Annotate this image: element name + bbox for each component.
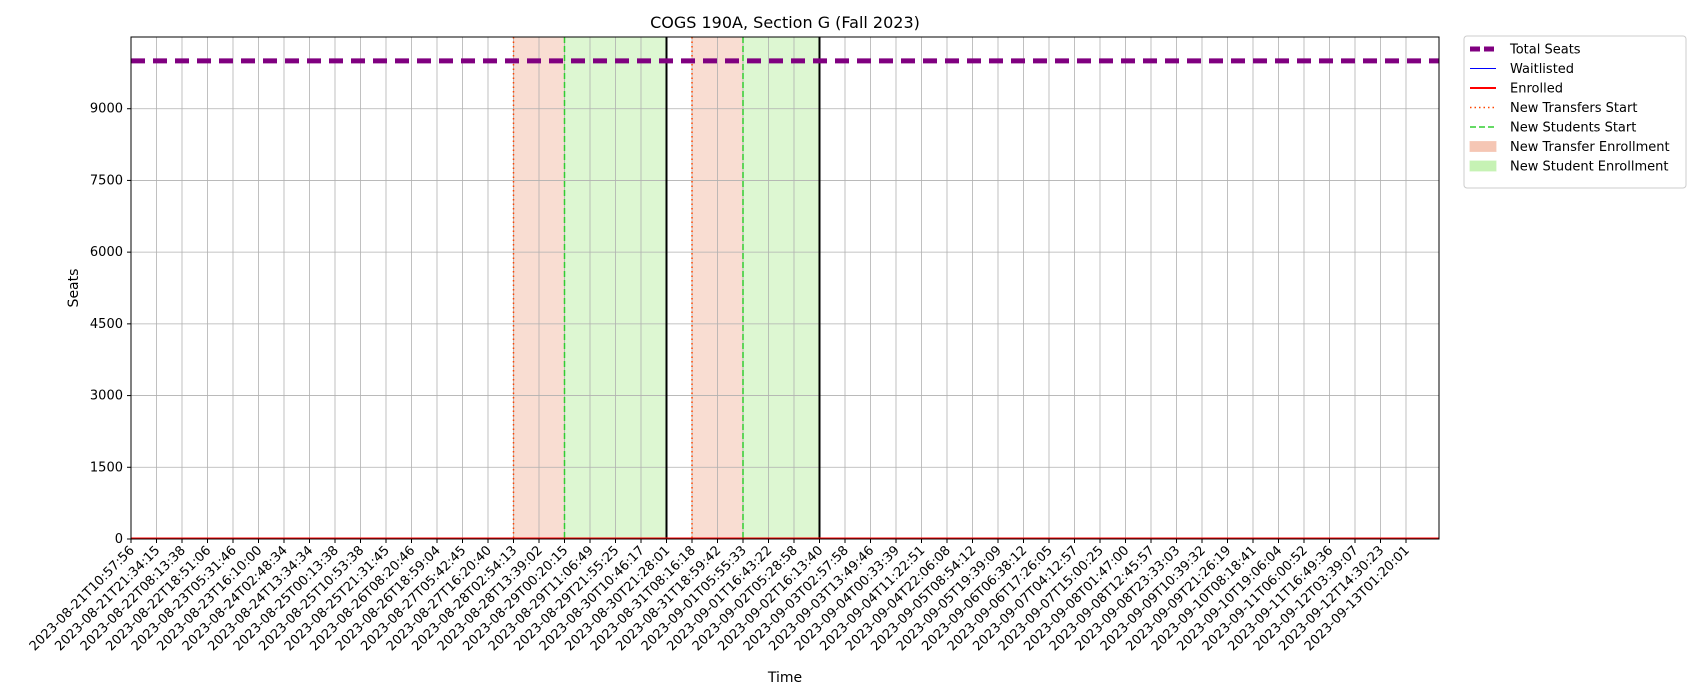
legend-label-enrolled: Enrolled (1510, 82, 1563, 97)
x-axis-ticks: 2023-08-21T10:57:562023-08-21T21:34:1520… (27, 539, 1413, 654)
y-tick-label: 9000 (90, 102, 123, 117)
y-tick-label: 3000 (90, 389, 123, 404)
legend-label-waitlisted: Waitlisted (1510, 62, 1574, 77)
legend-box (1463, 35, 1687, 189)
period-markers (512, 37, 821, 539)
legend-label-new-transfers-start: New Transfers Start (1510, 101, 1637, 116)
chart-title: COGS 190A, Section G (Fall 2023) (650, 13, 920, 32)
y-axis-ticks: 0 1500 3000 4500 6000 7500 9000 (90, 102, 131, 547)
y-tick-label: 0 (115, 532, 123, 547)
legend-swatch-new-student-enrollment (1469, 160, 1497, 172)
legend-swatch-new-transfer-enrollment (1469, 141, 1497, 152)
y-axis-label: Seats (66, 269, 82, 308)
student-enrollment-span-2 (743, 37, 820, 539)
legend-label-new-students-start: New Students Start (1510, 121, 1636, 136)
legend: Total Seats Waitlisted Enrolled New Transfe… (1463, 35, 1687, 189)
y-tick-label: 4500 (90, 317, 123, 332)
grid-lines (130, 37, 1439, 540)
plot-frame (130, 36, 1440, 540)
legend-label-new-student-enrollment: New Student Enrollment (1510, 160, 1668, 175)
y-tick-label: 6000 (90, 245, 123, 260)
y-tick-label: 1500 (90, 460, 123, 475)
legend-label-total-seats: Total Seats (1509, 43, 1581, 58)
y-tick-label: 7500 (90, 173, 123, 188)
legend-label-new-transfer-enrollment: New Transfer Enrollment (1510, 140, 1670, 155)
x-axis-label: Time (767, 670, 802, 686)
